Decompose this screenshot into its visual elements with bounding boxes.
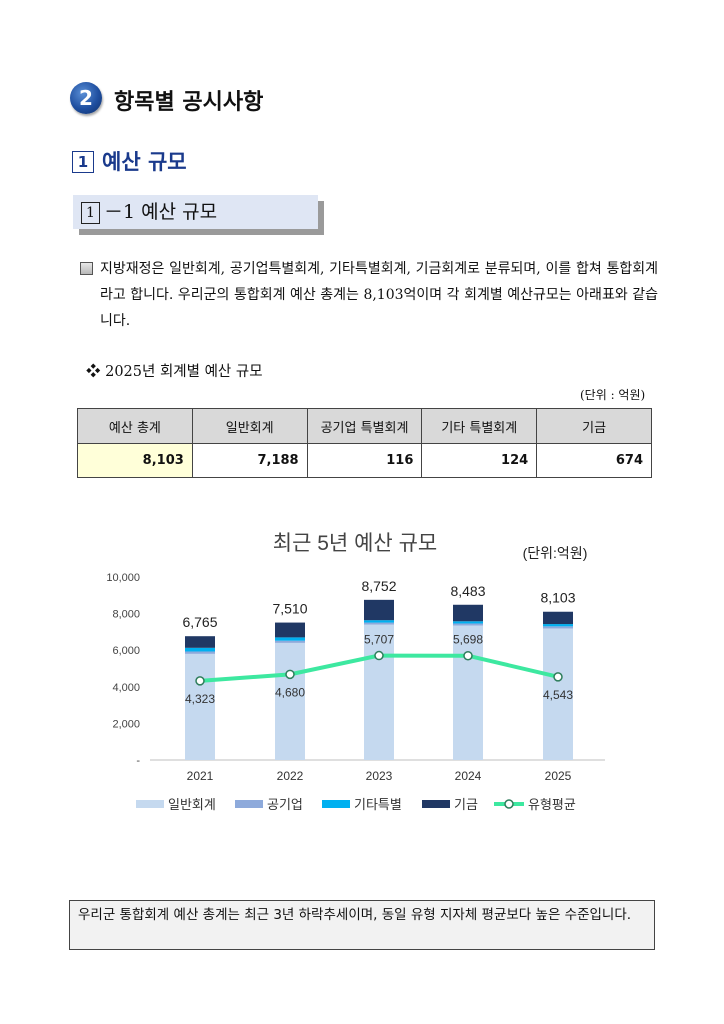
table-row: 8,103 7,188 116 124 674 xyxy=(77,443,652,478)
bar-segment xyxy=(543,628,573,760)
legend-swatch xyxy=(422,800,450,808)
table-header: 일반회계 xyxy=(191,408,308,444)
y-tick-label: 2,000 xyxy=(112,718,140,730)
total-label: 8,103 xyxy=(540,590,575,606)
x-tick-label: 2024 xyxy=(455,769,482,783)
average-point xyxy=(285,669,295,680)
table-cell: 116 xyxy=(306,443,423,478)
y-tick-label: 4,000 xyxy=(112,682,140,694)
table-unit: (단위 : 억원) xyxy=(580,388,646,402)
bar-segment xyxy=(453,623,483,626)
box-number: 1 xyxy=(81,202,100,224)
legend-label: 기타특별 xyxy=(354,797,402,812)
table-cell: 7,188 xyxy=(191,443,308,478)
summary-note: 우리군 통합회계 예산 총계는 최근 3년 하락추세이며, 동일 유형 지자체 … xyxy=(69,900,655,950)
chart-unit: (단위:억원) xyxy=(523,545,588,561)
description-paragraph: 지방재정은 일반회계, 공기업특별회계, 기타특별회계, 기금회계로 분류되며,… xyxy=(80,256,658,334)
bar-segment xyxy=(543,624,573,627)
average-label: 4,680 xyxy=(275,685,305,699)
average-point xyxy=(463,650,473,661)
table-header: 기타 특별회계 xyxy=(421,408,538,444)
bar-segment xyxy=(543,626,573,629)
x-tick-label: 2021 xyxy=(187,769,214,783)
section-number-badge: 2 xyxy=(70,82,102,114)
bar-segment xyxy=(275,642,305,760)
paragraph-text: 지방재정은 일반회계, 공기업특별회계, 기타특별회계, 기금회계로 분류되며,… xyxy=(100,261,658,329)
x-tick-label: 2022 xyxy=(277,769,304,783)
y-tick-label: 8,000 xyxy=(112,609,140,621)
legend-label: 일반회계 xyxy=(168,797,216,812)
total-label: 6,765 xyxy=(182,614,217,630)
legend-swatch xyxy=(136,800,164,808)
budget-table: 예산 총계 일반회계 공기업 특별회계 기타 특별회계 기금 8,103 7,1… xyxy=(77,408,652,478)
average-point xyxy=(374,650,384,661)
y-tick-label: - xyxy=(136,755,140,767)
y-tick-label: 10,000 xyxy=(106,572,140,584)
subsection-title-text: 예산 규모 xyxy=(102,150,187,174)
x-tick-label: 2023 xyxy=(366,769,393,783)
total-label: 8,483 xyxy=(450,583,485,599)
average-label: 4,543 xyxy=(543,688,573,702)
bar-segment xyxy=(364,599,394,621)
bar-segment xyxy=(543,611,573,625)
legend-swatch xyxy=(322,800,350,808)
section-title: 항목별 공시사항 xyxy=(114,90,264,115)
bar-segment xyxy=(185,653,215,760)
average-label: 5,698 xyxy=(453,633,483,647)
bar-segment xyxy=(185,636,215,648)
subsection-number: 1 xyxy=(72,151,94,173)
bar-segment xyxy=(185,651,215,654)
bar-segment xyxy=(453,625,483,760)
table-cell: 124 xyxy=(421,443,538,478)
table-header-row: 예산 총계 일반회계 공기업 특별회계 기타 특별회계 기금 xyxy=(77,408,652,444)
box-title: 1 －1 예산 규모 xyxy=(73,195,318,229)
chart-title: 최근 5년 예산 규모 xyxy=(273,532,437,555)
y-tick-label: 6,000 xyxy=(112,645,140,657)
table-header: 예산 총계 xyxy=(77,408,193,444)
box-title-text: －1 예산 규모 xyxy=(104,201,218,223)
average-label: 5,707 xyxy=(364,633,394,647)
legend-label: 기금 xyxy=(454,797,478,812)
table-header: 기금 xyxy=(536,408,652,444)
subsection-box: 1 －1 예산 규모 xyxy=(73,195,324,235)
bar-segment xyxy=(275,622,305,638)
bar-segment xyxy=(364,624,394,760)
bar-segment xyxy=(364,620,394,623)
average-label: 4,323 xyxy=(185,692,215,706)
average-point xyxy=(195,676,205,686)
legend-line-marker xyxy=(504,799,514,809)
table-title: ❖ 2025년 회계별 예산 규모 xyxy=(86,364,263,380)
bar-segment xyxy=(364,622,394,625)
bar-segment xyxy=(275,640,305,643)
bar-segment xyxy=(275,637,305,641)
bar-segment xyxy=(453,621,483,624)
budget-chart: 최근 5년 예산 규모 (단위:억원) 10,000 8,000 6,000 4,00… xyxy=(106,532,605,812)
table-header: 공기업 특별회계 xyxy=(306,408,423,444)
subsection-title: 1 예산 규모 xyxy=(72,146,187,176)
average-point xyxy=(553,672,563,682)
square-bullet-icon xyxy=(80,262,93,275)
legend-label: 유형평균 xyxy=(528,797,576,812)
legend-label: 공기업 xyxy=(267,797,303,812)
legend-swatch xyxy=(235,800,263,808)
table-cell: 8,103 xyxy=(77,443,193,478)
bar-segment xyxy=(185,647,215,652)
total-label: 7,510 xyxy=(272,601,307,617)
total-label: 8,752 xyxy=(361,578,396,594)
x-tick-label: 2025 xyxy=(545,769,572,783)
bar-segment xyxy=(453,604,483,622)
table-cell: 674 xyxy=(536,443,652,478)
